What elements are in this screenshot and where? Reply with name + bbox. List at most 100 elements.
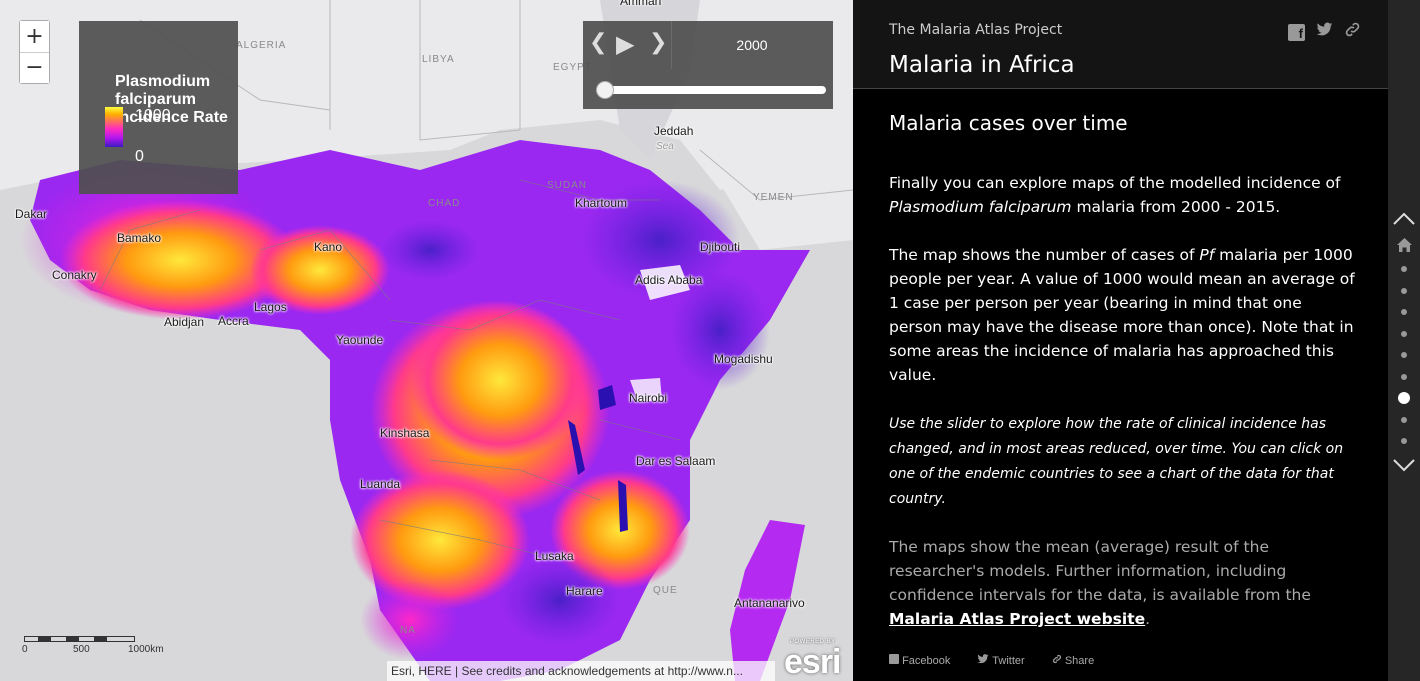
- twitter-icon: [977, 654, 989, 664]
- scale-bar-segment: [94, 637, 107, 641]
- paragraph-emphasis: Plasmodium falciparum: [889, 198, 1072, 216]
- zoom-in-button[interactable]: +: [20, 21, 49, 52]
- scale-bar-segment: [66, 637, 79, 641]
- nav-dot-9[interactable]: [1401, 438, 1407, 444]
- nav-dot-8[interactable]: [1401, 416, 1407, 423]
- chevron-up-icon[interactable]: [1393, 211, 1415, 225]
- home-icon[interactable]: [1397, 238, 1412, 252]
- chevron-down-icon[interactable]: [1393, 459, 1415, 473]
- paragraph-text: The maps show the mean (average) result …: [889, 538, 1311, 604]
- nav-dot-2[interactable]: [1401, 287, 1407, 294]
- legend-min-label: 0: [135, 148, 144, 165]
- map-label-lusaka: Lusaka: [535, 549, 574, 563]
- map-label-kinshasa: Kinshasa: [380, 426, 430, 440]
- share-label: Share: [1064, 655, 1095, 667]
- map-label-abidjan: Abidjan: [164, 315, 205, 329]
- map-label-kano: Kano: [314, 240, 343, 254]
- legend-color-ramp: [105, 107, 123, 147]
- play-icon[interactable]: ▶: [616, 30, 635, 58]
- map-label-harare: Harare: [566, 584, 603, 598]
- scale-bar-segment: [38, 637, 51, 641]
- story-subtitle: The Malaria Atlas Project: [889, 22, 1063, 38]
- scale-label-1000: 1000km: [128, 644, 164, 655]
- map-label-djibouti: Djibouti: [700, 240, 741, 254]
- map-label-red-sea: Sea: [656, 141, 674, 152]
- malaria-atlas-link[interactable]: Malaria Atlas Project website: [889, 610, 1146, 628]
- section-navigation: [1388, 0, 1420, 681]
- map-label-amman: Amman: [620, 0, 662, 8]
- paragraph-intro: Finally you can explore maps of the mode…: [889, 171, 1359, 219]
- paragraph-text: malaria from 2000 - 2015.: [1071, 198, 1281, 216]
- nav-dot-5[interactable]: [1401, 352, 1407, 358]
- nav-dot-7[interactable]: [1398, 392, 1410, 404]
- paragraph-further-info: The maps show the mean (average) result …: [889, 535, 1359, 631]
- map-label-mogadishu: Mogadishu: [714, 352, 773, 366]
- side-panel: The Malaria Atlas Project Malaria in Afr…: [853, 0, 1388, 681]
- map-label-namibia: NA: [400, 625, 416, 636]
- map-label-jeddah: Jeddah: [654, 124, 694, 138]
- map-label-bamako: Bamako: [117, 231, 162, 245]
- link-icon: [1052, 654, 1061, 664]
- map-legend: Plasmodium falciparum Incidence Rate 100…: [79, 21, 238, 194]
- paragraph-instructions: Use the slider to explore how the rate o…: [889, 416, 1344, 507]
- current-year: 2000: [736, 37, 768, 53]
- nav-dot-3[interactable]: [1401, 309, 1407, 315]
- next-icon[interactable]: ❯: [649, 30, 668, 55]
- map-attribution[interactable]: Esri, HERE | See credits and acknowledge…: [387, 661, 775, 681]
- zoom-out-button[interactable]: −: [20, 52, 49, 83]
- map-label-sudan: SUDAN: [547, 180, 588, 191]
- nav-dot-6[interactable]: [1401, 373, 1407, 380]
- facebook-share-link[interactable]: Facebook: [889, 654, 965, 667]
- scale-bar-line: [24, 636, 135, 642]
- map-label-lagos: Lagos: [254, 300, 287, 314]
- time-slider-widget: ❮ ▶ ❯ 2000: [583, 21, 833, 109]
- map-label-addis-ababa: Addis Ababa: [635, 273, 703, 287]
- nav-dot-1[interactable]: [1401, 266, 1407, 272]
- map-label-luanda: Luanda: [360, 477, 401, 491]
- map-label-chad: CHAD: [428, 198, 461, 209]
- twitter-share-link[interactable]: Twitter: [977, 654, 1039, 667]
- legend-max-label: 1000: [135, 107, 171, 124]
- twitter-share-label: Twitter: [992, 655, 1025, 667]
- map-label-accra: Accra: [218, 314, 249, 328]
- nav-dot-4[interactable]: [1401, 330, 1407, 337]
- scale-label-0: 0: [22, 644, 28, 655]
- map-label-yaounde: Yaounde: [336, 333, 384, 347]
- facebook-icon: [889, 654, 899, 664]
- paragraph-text: The map shows the number of cases of: [889, 246, 1200, 264]
- paragraph-text: Finally you can explore maps of the mode…: [889, 174, 1341, 192]
- social-share-bar: Facebook Twitter Share: [889, 654, 1118, 667]
- map-label-libya: LIBYA: [422, 54, 455, 65]
- paragraph-text: malaria per 1000 people per year. A valu…: [889, 246, 1355, 384]
- paragraph-emphasis: Pf: [1199, 246, 1215, 264]
- link-icon[interactable]: [1344, 21, 1361, 38]
- map-label-mozambique: QUE: [653, 585, 678, 596]
- map-label-dar-es-salaam: Dar es Salaam: [636, 454, 716, 468]
- esri-wordmark: esri: [784, 643, 841, 681]
- map-label-conakry: Conakry: [52, 268, 97, 282]
- story-title: Malaria in Africa: [889, 52, 1075, 78]
- paragraph-explanation: The map shows the number of cases of Pf …: [889, 243, 1359, 387]
- map-label-khartoum: Khartoum: [575, 196, 628, 210]
- facebook-share-label: Facebook: [902, 655, 951, 667]
- map-label-egypt: EGYPT: [553, 62, 592, 73]
- panel-header: The Malaria Atlas Project Malaria in Afr…: [853, 0, 1388, 89]
- map-label-yemen: YEMEN: [753, 192, 794, 203]
- previous-icon[interactable]: ❮: [589, 30, 608, 55]
- legend-title: Plasmodium falciparum Incidence Rate: [115, 73, 228, 126]
- map-label-dakar: Dakar: [15, 207, 48, 221]
- map-label-nairobi: Nairobi: [629, 391, 668, 405]
- share-link[interactable]: Share: [1052, 654, 1106, 667]
- twitter-icon[interactable]: [1316, 21, 1333, 38]
- paragraph-text: .: [1145, 610, 1151, 628]
- map-label-algeria: ALGERIA: [236, 40, 287, 51]
- slider-track[interactable]: [596, 86, 826, 94]
- divider: [671, 21, 672, 69]
- facebook-icon[interactable]: f: [1288, 24, 1305, 41]
- section-title: Malaria cases over time: [889, 111, 1128, 135]
- map-view[interactable]: ALGERIA LIBYA EGYPT SUDAN CHAD YEMEN QUE…: [0, 0, 853, 681]
- scale-label-500: 500: [73, 644, 90, 655]
- share-icons: f: [1288, 21, 1367, 42]
- esri-powered-by: POWERED BY: [790, 639, 836, 645]
- slider-handle[interactable]: [596, 81, 614, 99]
